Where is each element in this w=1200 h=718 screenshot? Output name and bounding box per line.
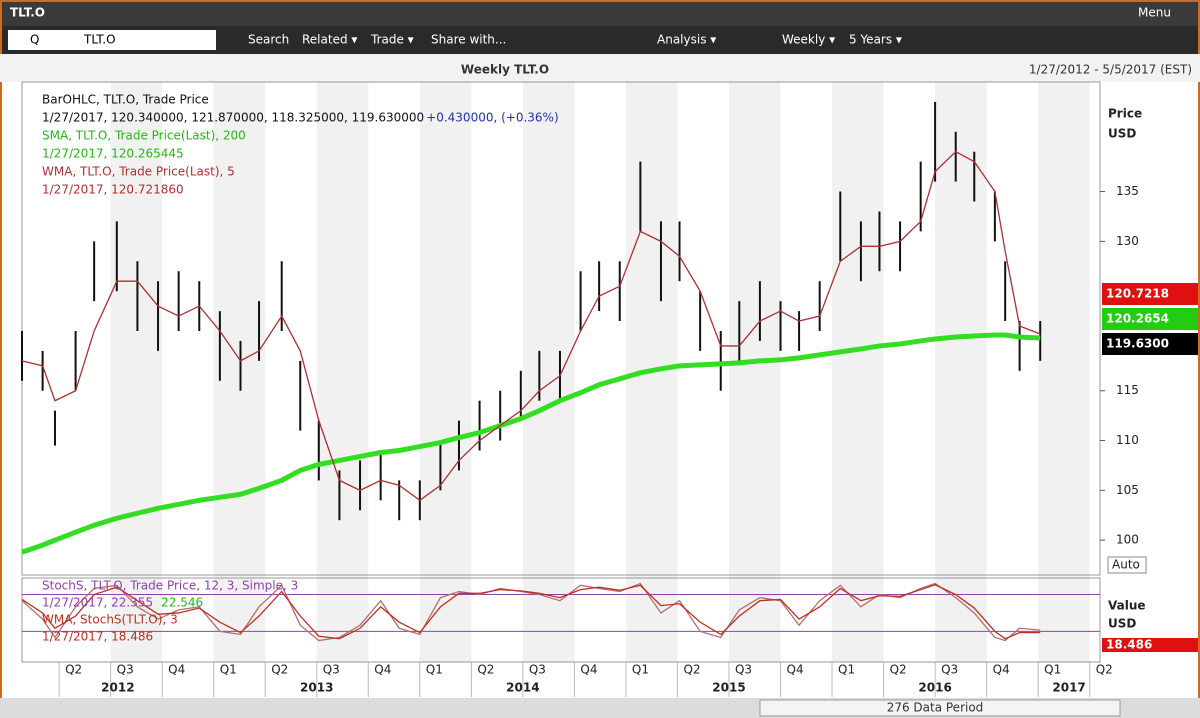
x-tick-label: Q4 xyxy=(580,663,597,677)
title-bar xyxy=(0,0,1200,26)
legend-name: WMA, TLT.O, Trade Price(Last), 5 xyxy=(42,165,235,179)
window-title: TLT.O xyxy=(10,6,45,20)
x-tick-label: Q4 xyxy=(993,663,1010,677)
symbol-prefix: Q xyxy=(30,33,39,47)
symbol-input[interactable]: TLT.O xyxy=(83,33,116,47)
year-label: 2017 xyxy=(1052,681,1085,695)
legend-values: 1/27/2017, 18.486 xyxy=(42,630,153,644)
last-value-box xyxy=(1102,308,1198,330)
legend-name: WMA, StochS(TLT.O), 3 xyxy=(42,613,178,627)
x-tick-label: Q2 xyxy=(890,663,907,677)
legend-values: 1/27/2017, 120.340000, 121.870000, 118.3… xyxy=(42,111,424,125)
y-tick-label: 130 xyxy=(1116,234,1139,248)
last-value-box xyxy=(1102,333,1198,355)
x-tick-label: Q4 xyxy=(168,663,185,677)
quarter-band xyxy=(832,82,884,662)
y-tick-label: 105 xyxy=(1116,483,1139,497)
y-axis-unit: USD xyxy=(1108,127,1136,141)
quarter-band xyxy=(213,82,266,662)
toolbar-button[interactable]: 5 Years ▾ xyxy=(849,33,902,47)
last-value-box xyxy=(1102,638,1198,652)
x-tick-label: Q4 xyxy=(374,663,391,677)
legend-values: 1/27/2017, 120.721860 xyxy=(42,183,184,197)
menu[interactable]: Menu xyxy=(1138,6,1171,20)
toolbar-button[interactable]: Trade ▾ xyxy=(370,33,414,47)
quarter-band xyxy=(1038,82,1090,662)
toolbar-button[interactable]: Weekly ▾ xyxy=(782,33,835,47)
x-tick-label: Q2 xyxy=(1096,663,1113,677)
y-tick-label: 110 xyxy=(1116,433,1139,447)
x-tick-label: Q2 xyxy=(65,663,82,677)
y-tick-label: 135 xyxy=(1116,184,1139,198)
x-tick-label: Q1 xyxy=(632,663,649,677)
panel-frame xyxy=(21,81,1101,576)
year-label: 2014 xyxy=(506,681,539,695)
x-tick-label: Q1 xyxy=(838,663,855,677)
last-value-label: 120.2654 xyxy=(1106,312,1169,326)
quarter-band xyxy=(728,82,781,662)
toolbar-button[interactable]: Analysis ▾ xyxy=(657,33,716,47)
x-tick-label: Q1 xyxy=(220,663,237,677)
x-tick-label: Q2 xyxy=(271,663,288,677)
quarter-band xyxy=(110,82,163,662)
toolbar-button[interactable]: Related ▾ xyxy=(302,33,357,47)
series-line xyxy=(21,150,1041,502)
plot-layer: Search Related ▾ Trade ▾ Share with... Analy… xyxy=(21,33,1198,697)
y-axis-unit: USD xyxy=(1108,617,1136,631)
year-label: 2016 xyxy=(918,681,951,695)
x-tick-label: Q3 xyxy=(117,663,134,677)
x-tick-label: Q1 xyxy=(426,663,443,677)
y-axis-label: Price xyxy=(1108,107,1142,121)
toolbar-button[interactable]: Share with... xyxy=(431,33,506,47)
chart-title: Weekly TLT.O xyxy=(461,63,549,77)
y-tick-label: 100 xyxy=(1116,533,1139,547)
last-value-box xyxy=(1102,283,1198,305)
quarter-band xyxy=(419,82,472,662)
y-tick-label: 115 xyxy=(1116,383,1139,397)
year-label: 2013 xyxy=(300,681,333,695)
data-period: 276 Data Period xyxy=(887,701,984,715)
x-tick-label: Q3 xyxy=(529,663,546,677)
last-value-label: 120.7218 xyxy=(1106,287,1169,301)
x-tick-label: Q2 xyxy=(477,663,494,677)
auto-label: Auto xyxy=(1112,558,1140,572)
series-line xyxy=(21,332,1041,555)
legend-name: BarOHLC, TLT.O, Trade Price xyxy=(42,93,209,107)
last-value-label: 119.6300 xyxy=(1106,337,1169,351)
legend-change: +0.430000, (+0.36%) xyxy=(426,111,558,125)
quarter-band xyxy=(935,82,987,662)
symbol-box[interactable] xyxy=(8,30,216,50)
x-tick-label: Q4 xyxy=(787,663,804,677)
scroll-thumb[interactable] xyxy=(759,699,1121,717)
last-value-label: 18.486 xyxy=(1106,638,1152,652)
x-tick-label: Q3 xyxy=(941,663,958,677)
legend-values: 1/27/2017, 120.265445 xyxy=(42,147,184,161)
toolbar-button[interactable]: Search xyxy=(248,33,289,47)
panel-frame xyxy=(21,577,1101,663)
year-label: 2015 xyxy=(712,681,745,695)
x-tick-label: Q2 xyxy=(683,663,700,677)
auto-button[interactable] xyxy=(1107,556,1147,574)
legend-extra: 22.546 xyxy=(161,596,203,610)
year-label: 2012 xyxy=(101,681,134,695)
quarter-band xyxy=(522,82,575,662)
legend-values: 1/27/2017, 22.355 xyxy=(42,596,153,610)
series-line xyxy=(21,584,1041,640)
quarter-band xyxy=(316,82,369,662)
chart-header xyxy=(0,54,1200,82)
y-axis-label: Value xyxy=(1108,599,1146,613)
x-tick-label: Q3 xyxy=(735,663,752,677)
legend-name: StochS, TLT.O, Trade Price, 12, 3, Simpl… xyxy=(42,579,298,593)
x-tick-label: Q1 xyxy=(1044,663,1061,677)
x-tick-label: Q3 xyxy=(323,663,340,677)
chart-range: 1/27/2012 - 5/5/2017 (EST) xyxy=(1029,63,1192,77)
legend-name: SMA, TLT.O, Trade Price(Last), 200 xyxy=(42,129,246,143)
